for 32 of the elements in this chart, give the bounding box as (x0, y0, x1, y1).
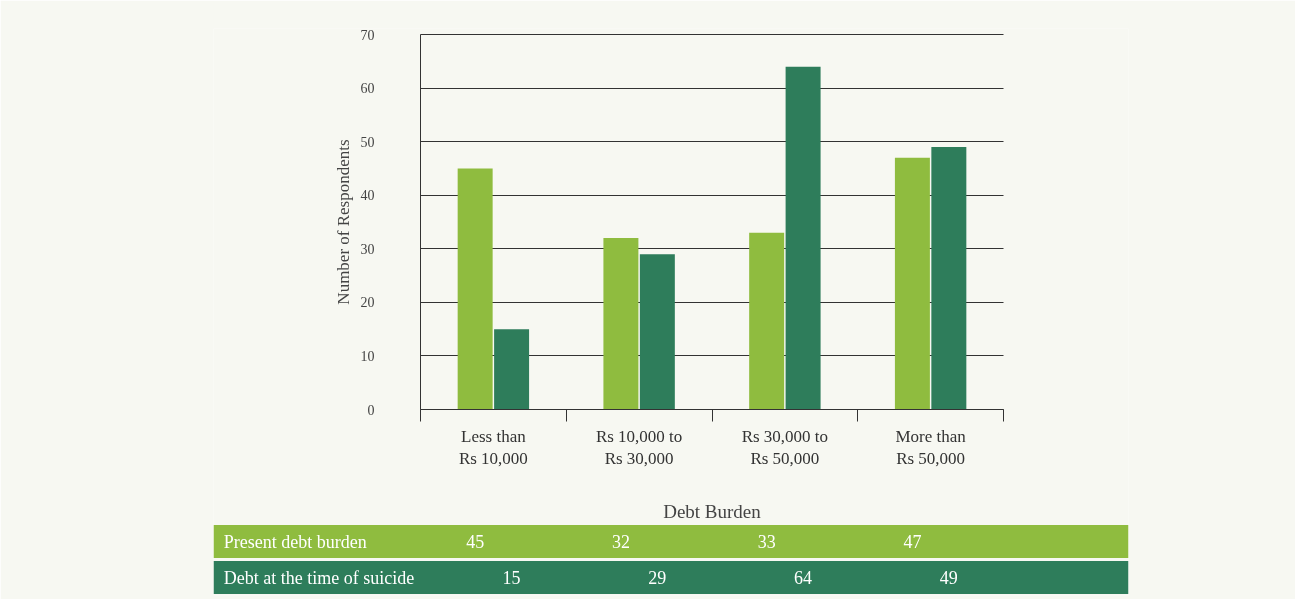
y-tick-label: 0 (367, 402, 375, 418)
data-label: 33 (757, 532, 776, 552)
text: Debt at the time of suicide (223, 567, 415, 588)
y-tick-label: 60 (360, 81, 375, 97)
bar (494, 329, 530, 410)
x-tick-label: Less than Rs 10,000 (458, 426, 528, 469)
data-label: 15 (502, 568, 521, 588)
x-tick-label: Rs 30,000 to Rs 50,000 (741, 426, 829, 469)
y-tick-label: 40 (360, 188, 375, 204)
y-tick-label: 30 (360, 241, 375, 257)
data-label: 45 (466, 532, 485, 552)
text: Present debt burden (223, 531, 367, 552)
data-label: 47 (903, 532, 922, 552)
y-tick-label: 20 (360, 295, 375, 311)
bar (603, 238, 639, 410)
data-label: 64 (794, 568, 813, 588)
y-axis-title: Number of Respondents (333, 139, 353, 305)
bar (785, 66, 821, 410)
x-tick-label: More than Rs 50,000 (895, 426, 967, 469)
y-tick-label: 50 (360, 134, 375, 150)
y-tick-label: 10 (360, 348, 375, 364)
y-tick-label: 70 (360, 27, 375, 43)
data-label: 32 (611, 532, 630, 552)
data-label: 49 (939, 568, 958, 588)
x-axis-title: Debt Burden (663, 501, 762, 523)
bar (749, 232, 785, 410)
bar (894, 157, 930, 410)
bar (457, 168, 493, 410)
data-label: 29 (648, 568, 667, 588)
bar (639, 254, 675, 410)
x-tick-label: Rs 10,000 to Rs 30,000 (595, 426, 683, 469)
bar (931, 147, 967, 410)
